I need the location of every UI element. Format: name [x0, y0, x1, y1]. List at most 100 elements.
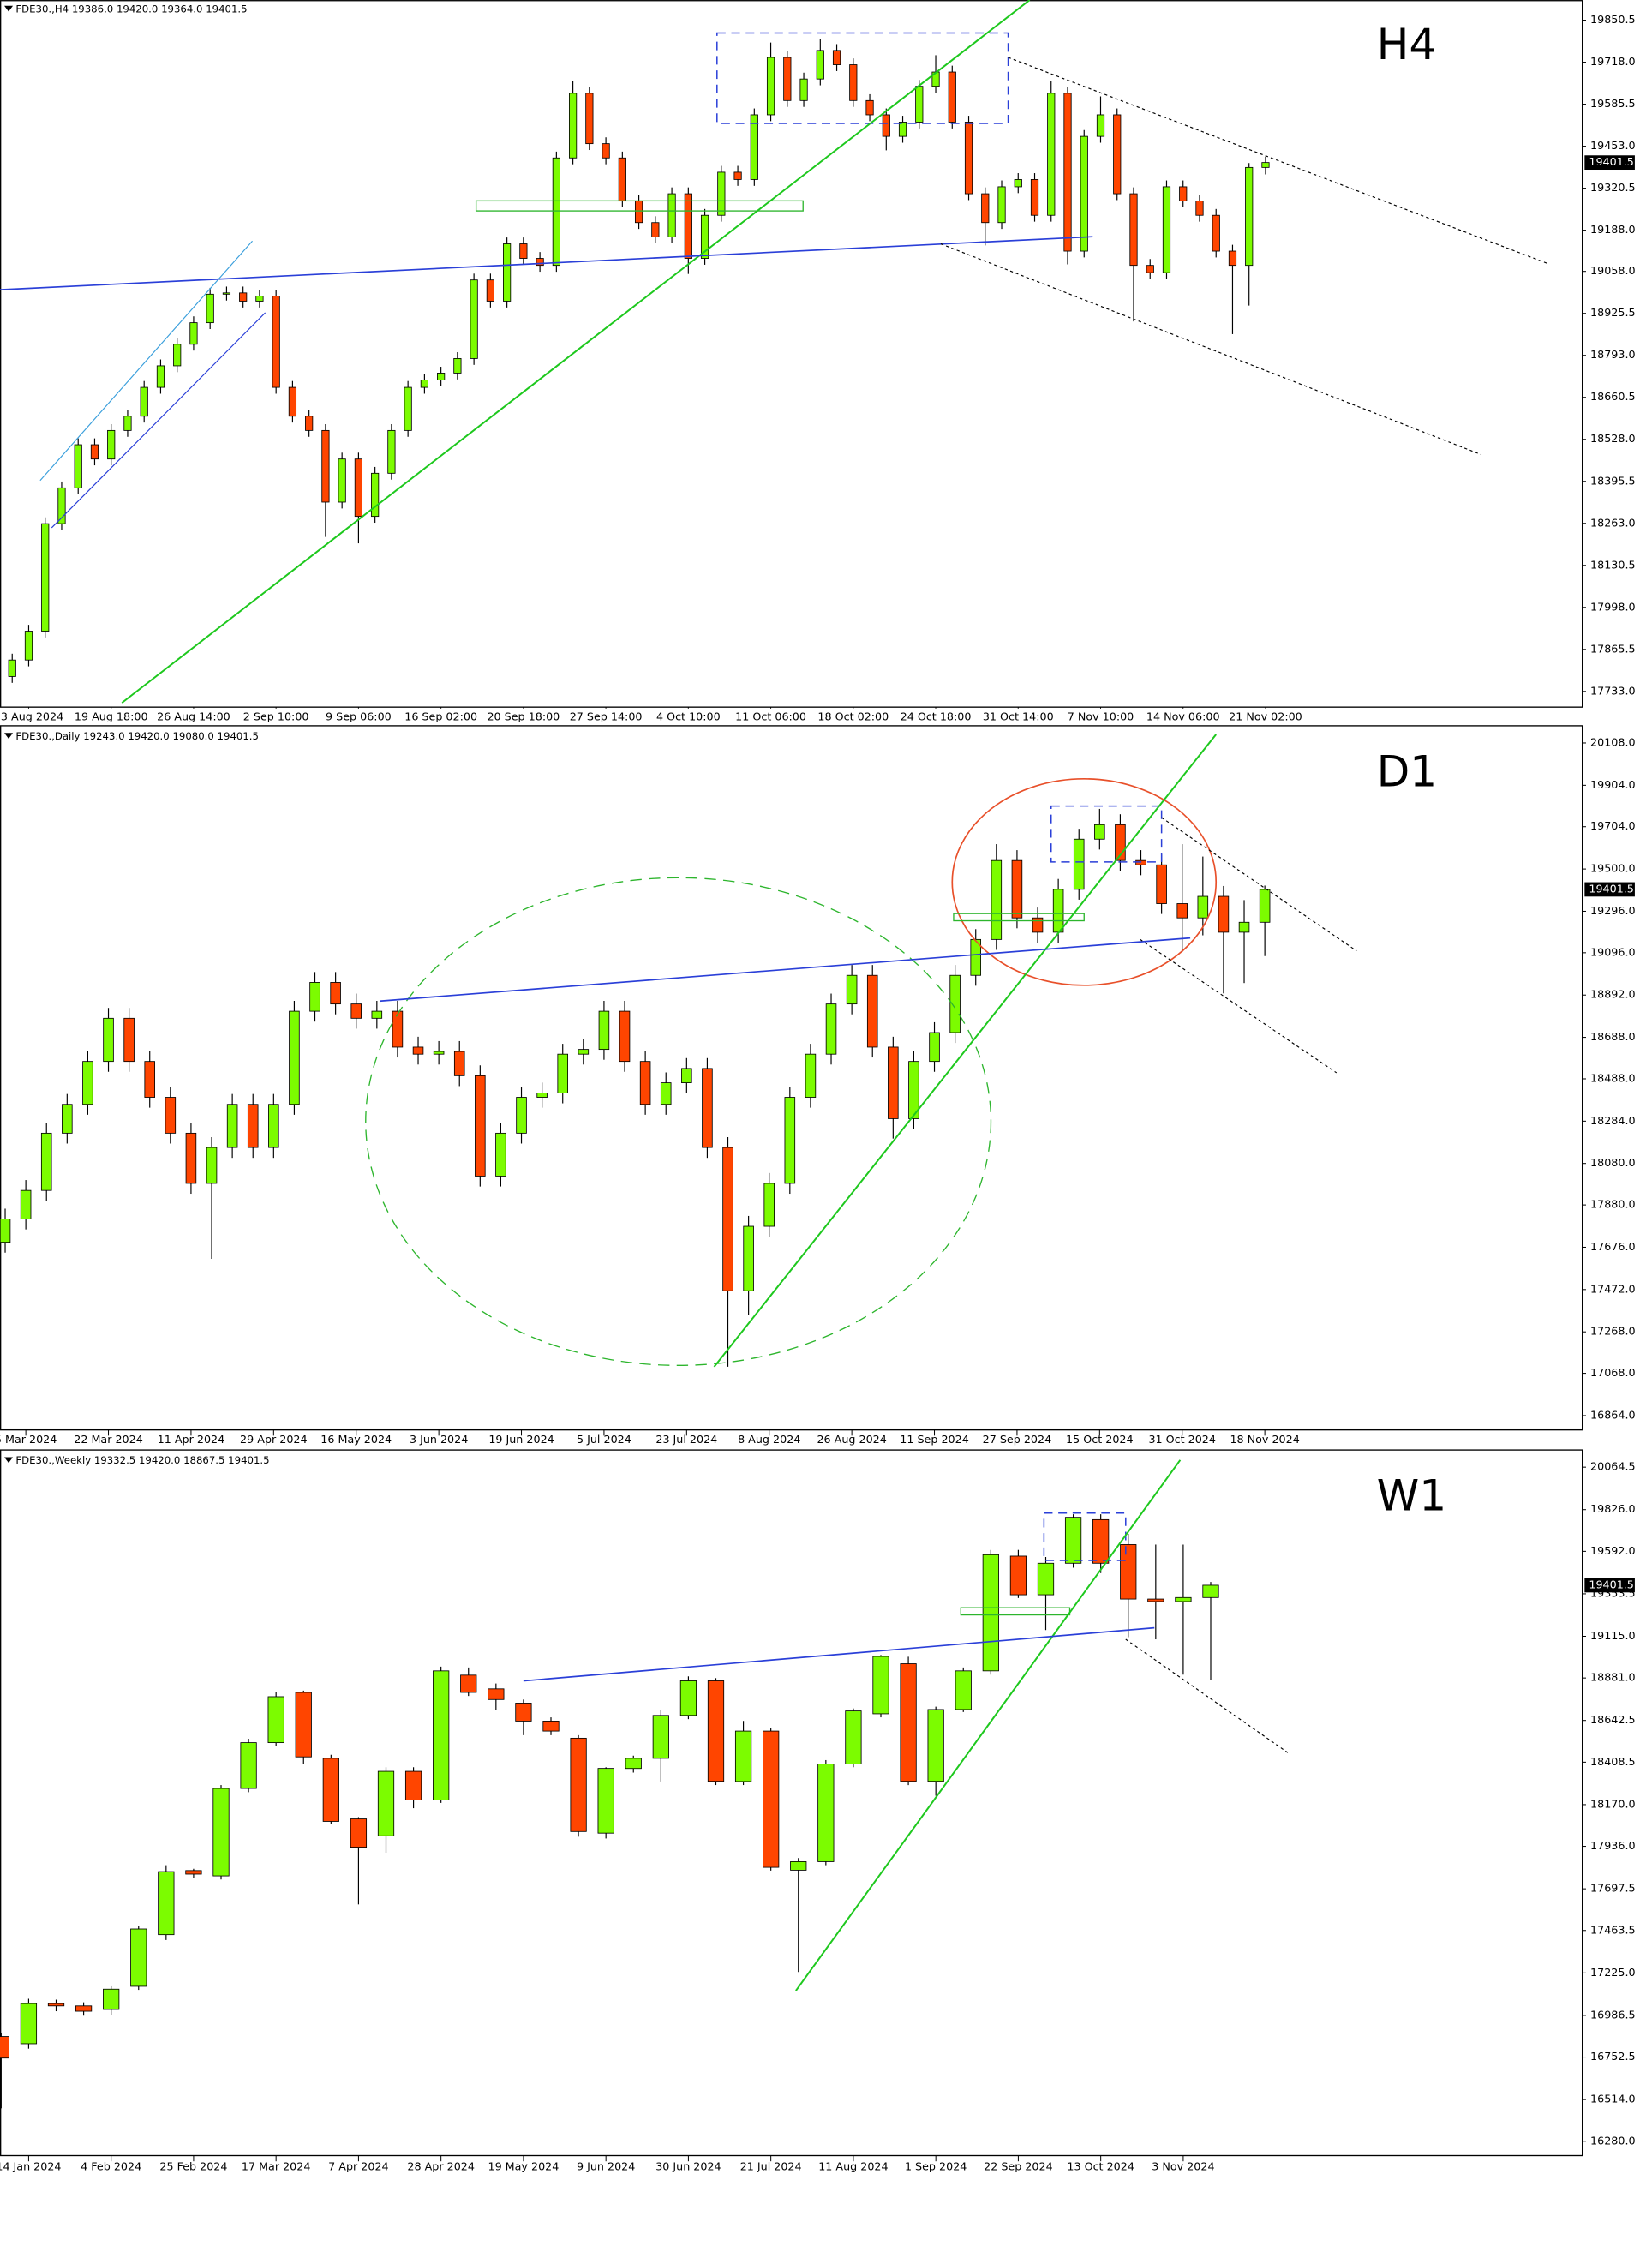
x-tick-label: 31 Oct 2024 — [1148, 1433, 1216, 1446]
candle-body — [900, 1663, 917, 1782]
channel-upper — [39, 240, 253, 482]
x-tick-label: 23 Jul 2024 — [655, 1433, 717, 1446]
x-tick-label: 13 Aug 2024 — [0, 710, 63, 722]
candle-body — [387, 429, 396, 474]
candle-body — [1120, 1544, 1137, 1600]
candle-body — [8, 659, 16, 677]
candle-body — [602, 143, 610, 159]
candle-body — [598, 1010, 610, 1051]
candle-body — [392, 1010, 404, 1048]
candle-body — [618, 157, 626, 201]
candle-body — [515, 1703, 532, 1722]
candle-body — [1212, 214, 1220, 252]
candle-body — [1162, 186, 1171, 273]
candle-body — [722, 1147, 733, 1291]
candle-body — [1092, 1518, 1110, 1564]
candle-body — [1245, 166, 1254, 267]
candle-body — [189, 322, 198, 345]
candle-body — [949, 974, 961, 1033]
candle-body — [1073, 838, 1085, 890]
y-tick-label: 17225.0 — [1590, 1966, 1636, 1979]
y-tick-label: 17936.0 — [1590, 1839, 1636, 1852]
candle-body — [799, 78, 808, 101]
x-tick-label: 27 Sep 2024 — [983, 1433, 1052, 1446]
candle-body — [536, 258, 544, 267]
x-tick-label: 5 Jul 2024 — [577, 1433, 631, 1446]
y-tick-label: 18130.5 — [1590, 558, 1636, 571]
candle-body — [206, 293, 214, 324]
candle-body — [700, 214, 709, 259]
x-tick-label: 3 Nov 2024 — [1152, 2159, 1214, 2172]
y-tick-label: 18660.5 — [1590, 390, 1636, 403]
candle-body — [20, 1189, 32, 1219]
candle-body — [684, 193, 692, 259]
candle-body — [816, 50, 824, 80]
candle-body — [1011, 859, 1023, 919]
candle-body — [908, 1061, 919, 1119]
x-tick-label: 26 Aug 2024 — [817, 1433, 886, 1446]
y-tick-label: 17676.0 — [1590, 1240, 1636, 1253]
y-tick-label: 17472.0 — [1590, 1282, 1636, 1295]
y-tick-label: 19115.0 — [1590, 1629, 1636, 1642]
x-tick-label: 16 May 2024 — [320, 1433, 392, 1446]
candle-body — [1147, 1598, 1164, 1602]
candle-body — [495, 1132, 506, 1177]
header-arrow — [4, 1457, 14, 1464]
candle-body — [371, 472, 380, 518]
neckline — [0, 236, 1093, 290]
candle-body — [1259, 889, 1271, 923]
channel-upper — [1008, 57, 1549, 265]
candle-body — [1047, 93, 1056, 216]
x-tick-label: 8 Aug 2024 — [738, 1433, 800, 1446]
candle-body — [865, 99, 874, 116]
candle-body — [1030, 179, 1039, 216]
candle-body — [0, 2036, 9, 2059]
y-tick-label: 18080.0 — [1590, 1156, 1636, 1169]
candle-body — [350, 1003, 362, 1019]
y-tick-label: 19592.0 — [1590, 1544, 1636, 1557]
y-tick-label: 18170.0 — [1590, 1797, 1636, 1810]
last-price-label: 19401.5 — [1589, 1578, 1634, 1590]
candle-body — [1197, 895, 1209, 919]
channel-upper — [1161, 817, 1357, 952]
neckline — [380, 937, 1191, 1003]
candle-body — [288, 386, 297, 417]
x-tick-label: 22 Mar 2024 — [74, 1433, 143, 1446]
candle-body — [536, 1093, 548, 1098]
candle-body — [1009, 1555, 1027, 1596]
candle-body — [1037, 1562, 1055, 1596]
y-tick-label: 16280.0 — [1590, 2134, 1636, 2147]
x-tick-label: 11 Sep 2024 — [900, 1433, 969, 1446]
y-tick-label: 16514.0 — [1590, 2093, 1636, 2105]
candle-body — [702, 1068, 713, 1148]
x-tick-label: 1 Sep 2024 — [905, 2159, 967, 2172]
candle-body — [846, 974, 858, 1005]
candle-body — [516, 1097, 527, 1134]
candle-body — [734, 1730, 752, 1782]
candle-body — [103, 1017, 114, 1063]
candle-body — [222, 292, 231, 295]
candle-body — [681, 1068, 692, 1083]
candle-body — [412, 1046, 424, 1055]
y-tick-label: 19718.0 — [1590, 55, 1636, 68]
candle-body — [377, 1770, 395, 1836]
candle-body — [927, 1709, 944, 1782]
channel-lower — [51, 312, 266, 529]
header-arrow — [4, 733, 14, 739]
support-zone — [475, 200, 804, 212]
y-tick-label: 18892.0 — [1590, 988, 1636, 1001]
candle-body — [955, 1670, 972, 1710]
candle-body — [1238, 921, 1250, 933]
candle-body — [354, 458, 363, 518]
candle-body — [845, 1710, 862, 1764]
candle-body — [707, 1680, 725, 1782]
candle-body — [90, 444, 99, 460]
candle-body — [1135, 859, 1146, 865]
candle-body — [763, 1730, 780, 1868]
x-tick-label: 21 Jul 2024 — [740, 2159, 802, 2172]
candle-body — [970, 938, 982, 976]
candle-body — [849, 64, 858, 101]
x-tick-label: 7 Apr 2024 — [328, 2159, 388, 2172]
x-tick-label: 19 May 2024 — [488, 2159, 559, 2172]
